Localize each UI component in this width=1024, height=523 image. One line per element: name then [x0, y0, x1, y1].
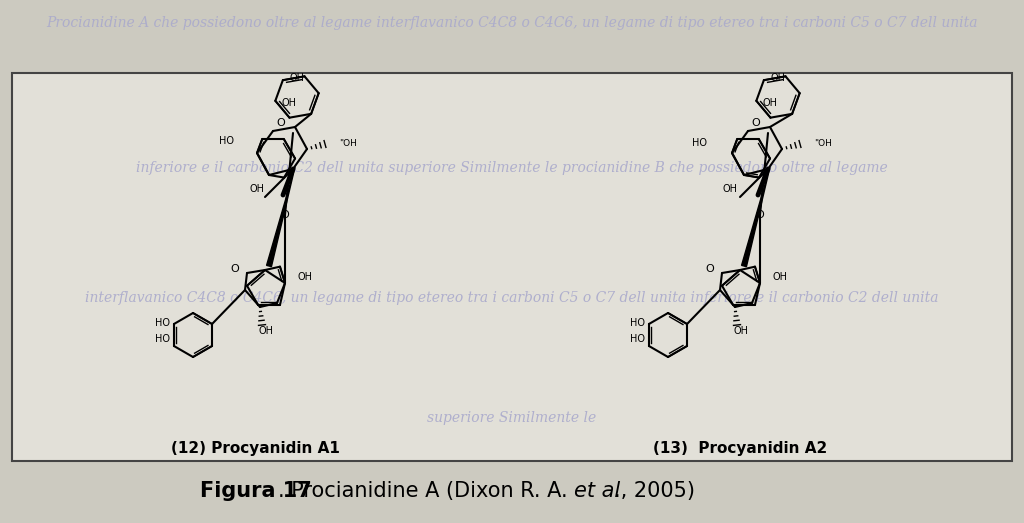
Text: OH: OH	[723, 184, 737, 194]
Text: OH: OH	[763, 98, 778, 108]
Text: OH: OH	[282, 98, 297, 108]
Text: OH: OH	[250, 184, 264, 194]
Text: HO: HO	[219, 136, 234, 146]
Text: (12) Procyanidin A1: (12) Procyanidin A1	[171, 441, 339, 457]
Text: "OH: "OH	[814, 139, 831, 147]
Text: OH: OH	[290, 73, 304, 83]
Text: OH: OH	[258, 326, 273, 336]
Text: "OH: "OH	[339, 139, 357, 147]
Text: O: O	[230, 264, 240, 274]
Text: ., 2005): ., 2005)	[614, 481, 695, 501]
Text: superiore Similmente le: superiore Similmente le	[427, 411, 597, 425]
Text: HO: HO	[155, 318, 170, 328]
Text: OH: OH	[733, 326, 749, 336]
Text: OH: OH	[772, 272, 787, 282]
Text: OH: OH	[770, 73, 785, 83]
Text: HO: HO	[630, 334, 645, 344]
Text: O: O	[276, 118, 286, 128]
Text: OH: OH	[298, 272, 312, 282]
Text: (13)  Procyanidin A2: (13) Procyanidin A2	[653, 441, 827, 457]
Text: HO: HO	[692, 138, 707, 148]
Text: O: O	[706, 264, 715, 274]
Polygon shape	[266, 167, 295, 267]
Text: HO: HO	[630, 318, 645, 328]
Text: HO: HO	[155, 334, 170, 344]
Text: O: O	[752, 118, 761, 128]
Text: O: O	[756, 210, 764, 220]
FancyBboxPatch shape	[12, 73, 1012, 461]
Polygon shape	[741, 167, 770, 267]
Text: inferiore e il carbonio C2 dell unita superiore Similmente le procianidine B che: inferiore e il carbonio C2 dell unita su…	[136, 161, 888, 175]
Text: interflavanico C4C8 o C4C6, un legame di tipo etereo tra i carboni C5 o C7 dell : interflavanico C4C8 o C4C6, un legame di…	[85, 291, 939, 305]
Text: Figura 17: Figura 17	[200, 481, 311, 501]
Text: et al: et al	[574, 481, 621, 501]
Text: . Procianidine A (Dixon R. A.: . Procianidine A (Dixon R. A.	[278, 481, 574, 501]
Text: O: O	[281, 210, 290, 220]
Text: Procianidine A che possiedono oltre al legame interflavanico C4C8 o C4C6, un leg: Procianidine A che possiedono oltre al l…	[46, 16, 978, 30]
